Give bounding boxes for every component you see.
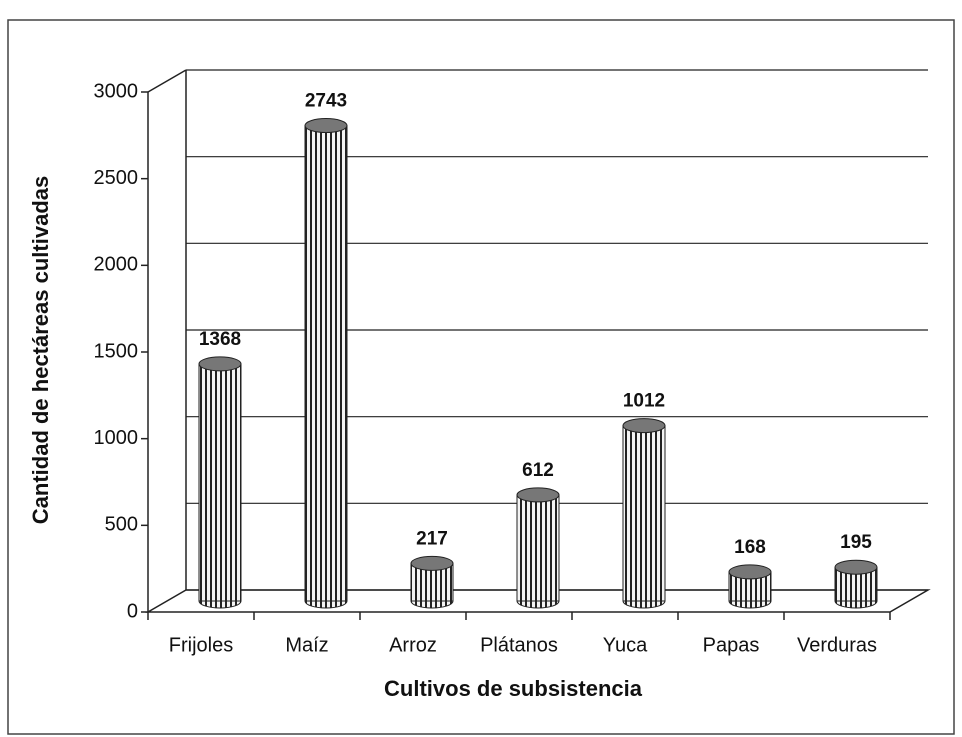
bar-top — [728, 564, 772, 580]
bar-top — [622, 418, 666, 434]
y-axis-label: Cantidad de hectáreas cultivadas — [28, 176, 53, 524]
bar-top — [516, 487, 560, 503]
value-label: 217 — [416, 528, 448, 549]
y-tick-label: 500 — [105, 514, 138, 536]
x-tick-label: Papas — [703, 634, 760, 656]
y-tick-label: 2500 — [94, 167, 139, 189]
value-label: 195 — [840, 532, 872, 553]
bar — [622, 425, 666, 602]
value-label: 1368 — [199, 329, 241, 350]
bar-top — [198, 356, 242, 372]
y-tick-label: 1000 — [94, 427, 139, 449]
y-tick-label: 0 — [127, 600, 138, 622]
x-tick-label: Verduras — [797, 634, 877, 656]
value-label: 2743 — [305, 91, 347, 112]
x-tick-label: Plátanos — [480, 634, 558, 656]
value-label: 168 — [734, 537, 766, 558]
x-axis-label: Cultivos de subsistencia — [384, 676, 643, 701]
x-tick-label: Arroz — [389, 634, 437, 656]
bar-top — [834, 559, 878, 575]
bar-top — [304, 118, 348, 134]
x-tick-label: Frijoles — [169, 634, 233, 656]
y-tick-label: 3000 — [94, 80, 139, 102]
x-tick-label: Maíz — [285, 634, 328, 656]
value-label: 1012 — [623, 391, 665, 412]
side-wall-top — [147, 69, 187, 93]
bar-top — [410, 555, 454, 571]
y-tick-label: 2000 — [94, 254, 139, 276]
value-label: 612 — [522, 460, 554, 481]
bar — [304, 125, 348, 602]
x-tick-label: Yuca — [603, 634, 648, 656]
bar — [198, 363, 242, 602]
frame — [7, 19, 955, 735]
y-tick-label: 1500 — [94, 340, 139, 362]
bar — [516, 494, 560, 602]
